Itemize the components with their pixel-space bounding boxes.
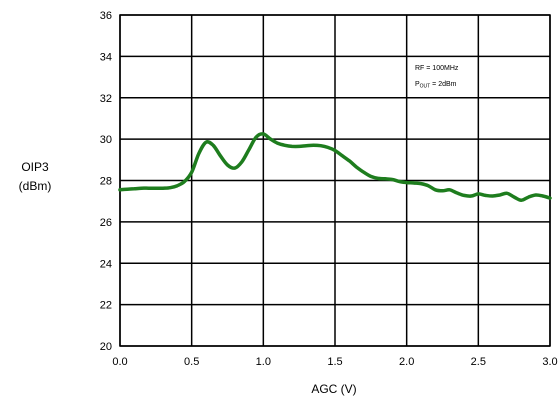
annotation-pout-main: P xyxy=(415,81,420,88)
y-tick-label: 28 xyxy=(100,176,112,188)
y-tick-label: 20 xyxy=(100,341,112,353)
y-axis-title-line2: (dBm) xyxy=(19,179,52,193)
y-tick-label: 26 xyxy=(100,217,112,229)
annotation-pout: POUT = 2dBm xyxy=(415,81,457,90)
y-tick-label: 30 xyxy=(100,134,112,146)
x-tick-label: 0.0 xyxy=(112,356,127,368)
x-tick-label: 0.5 xyxy=(184,356,199,368)
y-tick-label: 24 xyxy=(100,258,112,270)
x-axis-title: AGC (V) xyxy=(311,382,356,396)
y-tick-label: 34 xyxy=(100,51,112,63)
x-tick-label: 2.5 xyxy=(471,356,486,368)
annotation-rf: RF = 100MHz xyxy=(415,65,459,72)
x-tick-label: 1.0 xyxy=(256,356,271,368)
y-tick-label: 36 xyxy=(100,10,112,22)
grid-lines xyxy=(119,14,551,347)
x-tick-label: 3.0 xyxy=(542,356,557,368)
y-tick-label: 32 xyxy=(100,93,112,105)
annotation-pout-rest: = 2dBm xyxy=(430,81,456,88)
plot-area-frame xyxy=(119,14,551,347)
x-tick-labels: 0.0 0.5 1.0 1.5 2.0 2.5 3.0 xyxy=(112,356,557,368)
y-tick-labels: 20 22 24 26 28 30 32 34 36 xyxy=(100,10,112,353)
series-line xyxy=(118,132,552,202)
y-tick-label: 22 xyxy=(100,300,112,312)
x-tick-label: 2.0 xyxy=(399,356,414,368)
x-tick-label: 1.5 xyxy=(327,356,342,368)
y-axis-title-line1: OIP3 xyxy=(21,160,49,174)
annotation-pout-sub: OUT xyxy=(420,84,431,90)
